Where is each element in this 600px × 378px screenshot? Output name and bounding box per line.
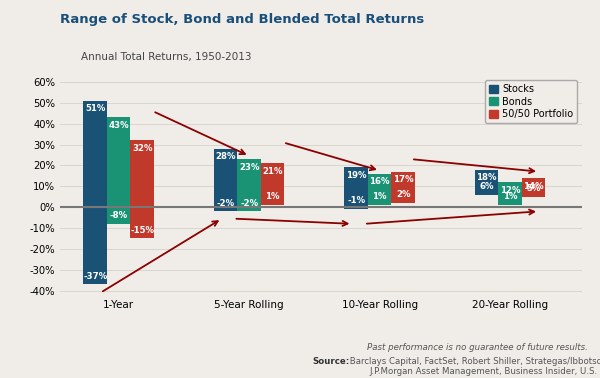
- Text: -15%: -15%: [130, 226, 154, 235]
- Text: 19%: 19%: [346, 171, 367, 180]
- Text: -2%: -2%: [240, 198, 258, 208]
- Text: 21%: 21%: [262, 167, 283, 176]
- Bar: [130, 140, 154, 239]
- Bar: [368, 174, 391, 205]
- Text: 23%: 23%: [239, 163, 259, 172]
- Text: 1%: 1%: [373, 192, 387, 201]
- Bar: [344, 167, 368, 209]
- Bar: [238, 159, 261, 211]
- Bar: [475, 170, 499, 195]
- Text: -2%: -2%: [217, 198, 235, 208]
- Text: 17%: 17%: [393, 175, 413, 184]
- Text: 14%: 14%: [523, 182, 544, 191]
- Bar: [83, 101, 107, 284]
- Bar: [391, 172, 415, 203]
- Text: 43%: 43%: [109, 121, 129, 130]
- Text: -37%: -37%: [83, 272, 107, 280]
- Text: 1%: 1%: [265, 192, 280, 201]
- Text: 6%: 6%: [479, 182, 494, 191]
- Bar: [107, 117, 130, 224]
- Text: 12%: 12%: [500, 186, 520, 195]
- Text: 28%: 28%: [215, 152, 236, 161]
- Text: 18%: 18%: [476, 174, 497, 182]
- Text: Source:: Source:: [312, 356, 349, 366]
- Text: Annual Total Returns, 1950-2013: Annual Total Returns, 1950-2013: [81, 53, 251, 62]
- Text: Range of Stock, Bond and Blended Total Returns: Range of Stock, Bond and Blended Total R…: [60, 13, 424, 26]
- Text: 16%: 16%: [370, 178, 390, 186]
- Text: J.P.Morgan Asset Management, Business Insider, U.S. Global Investors: J.P.Morgan Asset Management, Business In…: [369, 367, 600, 376]
- Text: 1%: 1%: [503, 192, 517, 201]
- Text: 51%: 51%: [85, 104, 106, 113]
- Bar: [214, 149, 238, 211]
- Text: 2%: 2%: [396, 190, 410, 199]
- Bar: [261, 163, 284, 205]
- Text: 5%: 5%: [527, 184, 541, 193]
- Text: -8%: -8%: [110, 211, 128, 220]
- Text: Barclays Capital, FactSet, Robert Shiller, Strategas/Ibbotson, Federal Reserve,: Barclays Capital, FactSet, Robert Shille…: [347, 356, 600, 366]
- Bar: [522, 178, 545, 197]
- Text: -1%: -1%: [347, 197, 365, 206]
- Legend: Stocks, Bonds, 50/50 Portfolio: Stocks, Bonds, 50/50 Portfolio: [485, 81, 577, 123]
- Text: 32%: 32%: [132, 144, 152, 153]
- Bar: [499, 182, 522, 205]
- Text: Past performance is no guarantee of future results.: Past performance is no guarantee of futu…: [367, 343, 588, 352]
